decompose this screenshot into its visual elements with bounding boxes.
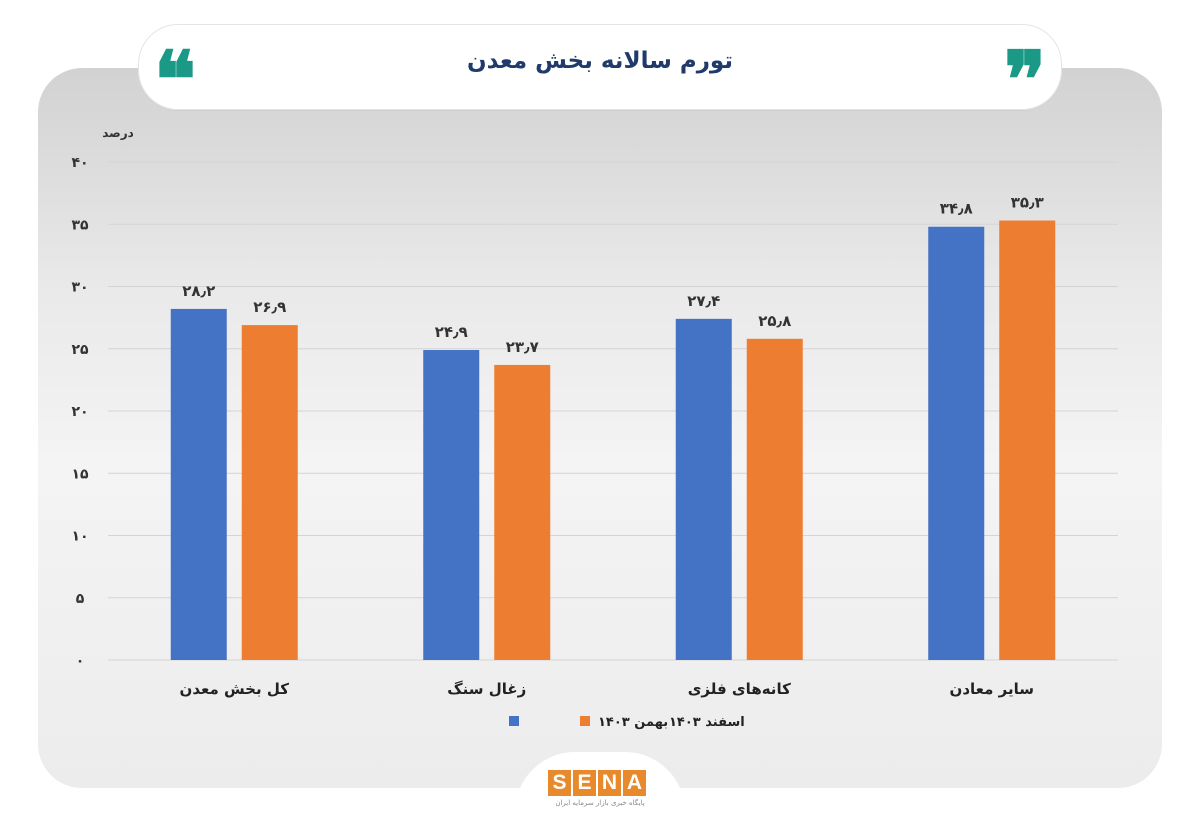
- bar: [675, 318, 732, 660]
- y-tick-label: ۲۰: [71, 404, 88, 420]
- x-tick-label: کانه‌های فلزی: [688, 680, 791, 698]
- legend-swatch: [580, 716, 590, 726]
- legend-label: اسفند ۱۴۰۳: [669, 715, 745, 730]
- data-label: ۳۴٫۸: [940, 200, 973, 218]
- logo-letter: S: [548, 770, 571, 796]
- x-tick-label: سایر معادن: [950, 680, 1034, 698]
- y-tick-label: ۲۵: [71, 342, 89, 358]
- bar: [241, 325, 298, 660]
- y-tick-label: ۳۵: [71, 217, 89, 233]
- logo-letter: N: [598, 770, 621, 796]
- x-tick-label: زغال سنگ: [447, 680, 526, 698]
- logo-letter: A: [623, 770, 646, 796]
- bar: [423, 349, 480, 660]
- data-label: ۲۷٫۴: [687, 292, 720, 310]
- data-label: ۲۳٫۷: [506, 338, 539, 356]
- y-tick-label: ۵: [76, 591, 85, 607]
- y-tick-label: ۴۰: [71, 155, 88, 171]
- bar: [928, 226, 985, 661]
- x-tick-label: کل بخش معدن: [180, 680, 290, 698]
- bar: [999, 220, 1056, 660]
- chart-header: ❝ تورم سالانه بخش معدن ❞: [138, 24, 1062, 120]
- bar: [170, 308, 227, 660]
- bar: [494, 364, 551, 660]
- logo-subtitle: پایگاه خبری بازار سرمایه ایران: [555, 799, 645, 807]
- legend-swatch: [509, 716, 519, 726]
- data-label: ۲۸٫۲: [182, 282, 215, 300]
- data-label: ۳۵٫۳: [1011, 194, 1044, 212]
- quote-open-icon: ❝: [154, 35, 196, 126]
- logo-letter: E: [573, 770, 596, 796]
- y-axis-label: درصد: [102, 126, 134, 140]
- quote-close-icon: ❞: [1004, 35, 1046, 126]
- y-tick-label: ۱۵: [71, 466, 89, 482]
- y-tick-label: ۰: [76, 653, 85, 669]
- data-label: ۲۶٫۹: [253, 298, 286, 316]
- data-label: ۲۴٫۹: [435, 323, 468, 341]
- data-label: ۲۵٫۸: [758, 312, 791, 330]
- y-tick-label: ۳۰: [71, 280, 88, 296]
- legend-label: بهمن ۱۴۰۳: [598, 715, 668, 730]
- sena-logo: S E N A: [548, 770, 646, 796]
- y-tick-label: ۱۰: [71, 529, 88, 545]
- chart-title: تورم سالانه بخش معدن: [466, 48, 733, 74]
- bar: [746, 338, 803, 660]
